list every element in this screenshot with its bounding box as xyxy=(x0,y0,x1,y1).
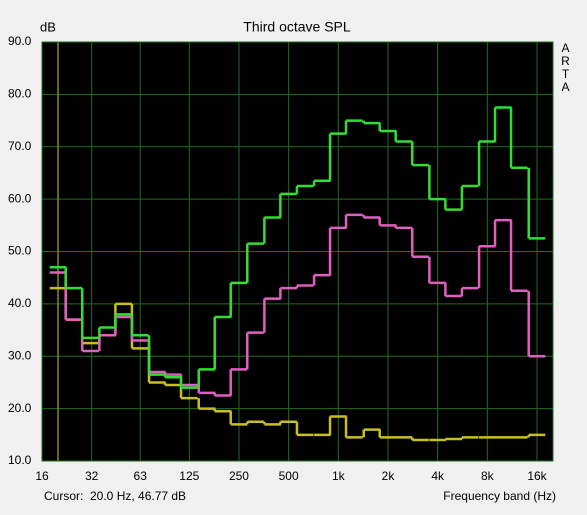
cursor-label: Cursor: xyxy=(44,489,83,503)
x-tick-label: 1k xyxy=(332,469,346,483)
plot-frame xyxy=(41,41,554,462)
cursor-readout: 20.0 Hz, 46.77 dB xyxy=(90,489,186,503)
x-tick-label: 250 xyxy=(229,469,249,483)
chart-title: Third octave SPL xyxy=(243,19,351,35)
x-tick-label: 500 xyxy=(279,469,299,483)
x-tick-label: 2k xyxy=(382,469,396,483)
x-tick-label: 125 xyxy=(179,469,199,483)
y-tick-label: 30.0 xyxy=(8,348,32,362)
watermark: ARTA xyxy=(561,41,570,94)
y-tick-label: 80.0 xyxy=(8,87,32,101)
x-tick-label: 4k xyxy=(431,469,445,483)
x-tick-label: 16 xyxy=(35,469,49,483)
x-tick-label: 16k xyxy=(527,469,547,483)
x-tick-label: 63 xyxy=(134,469,148,483)
x-tick-label: 8k xyxy=(481,469,495,483)
y-tick-label: 20.0 xyxy=(8,401,32,415)
x-tick-label: 32 xyxy=(85,469,99,483)
y-tick-label: 40.0 xyxy=(8,296,32,310)
y-tick-label: 70.0 xyxy=(8,139,32,153)
y-axis-label: dB xyxy=(40,19,56,34)
y-tick-label: 60.0 xyxy=(8,191,32,205)
x-axis-label: Frequency band (Hz) xyxy=(443,489,556,503)
y-tick-label: 10.0 xyxy=(8,453,32,467)
y-tick-label: 90.0 xyxy=(8,34,32,48)
y-tick-label: 50.0 xyxy=(8,244,32,258)
